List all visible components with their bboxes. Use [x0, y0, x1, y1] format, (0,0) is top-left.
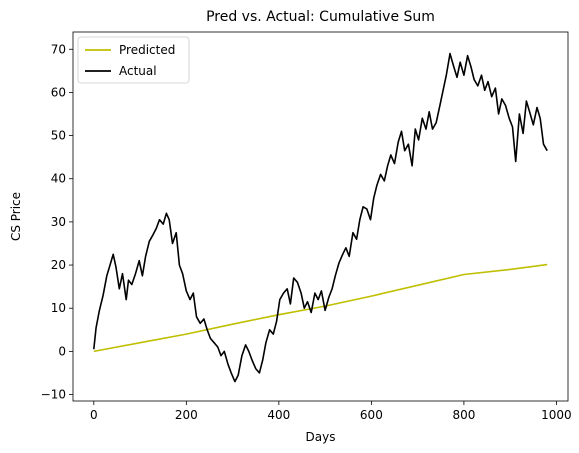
- x-tick-label: 400: [267, 408, 290, 422]
- x-axis-label: Days: [306, 430, 336, 444]
- y-tick-label: 40: [51, 172, 66, 186]
- series-line-predicted: [93, 263, 548, 353]
- x-tick-label: 600: [360, 408, 383, 422]
- y-tick-label: 0: [58, 344, 66, 358]
- y-tick-label: 60: [51, 85, 66, 99]
- plot-area: [93, 52, 548, 383]
- y-tick-label: −10: [41, 388, 66, 402]
- y-tick-label: 20: [51, 258, 66, 272]
- y-tick-label: 50: [51, 129, 66, 143]
- legend: Predicted Actual: [77, 36, 190, 84]
- series-line-actual: [93, 52, 548, 383]
- x-tick-label: 0: [90, 408, 98, 422]
- y-tick-label: 30: [51, 215, 66, 229]
- x-tick-label: 1000: [541, 408, 572, 422]
- y-tick-label: 10: [51, 301, 66, 315]
- plot-frame: [72, 31, 569, 402]
- y-tick-label: 70: [51, 42, 66, 56]
- x-axis: 0 200 400 600 800 1000: [90, 401, 572, 422]
- chart-title: Pred vs. Actual: Cumulative Sum: [206, 9, 435, 25]
- y-axis-label: CS Price: [9, 192, 23, 241]
- x-tick-label: 200: [175, 408, 198, 422]
- x-tick-label: 800: [452, 408, 475, 422]
- legend-label-actual: Actual: [119, 64, 157, 78]
- legend-label-predicted: Predicted: [119, 43, 175, 57]
- y-axis: −10 0 10 20 30 40 50 60 70: [41, 42, 73, 402]
